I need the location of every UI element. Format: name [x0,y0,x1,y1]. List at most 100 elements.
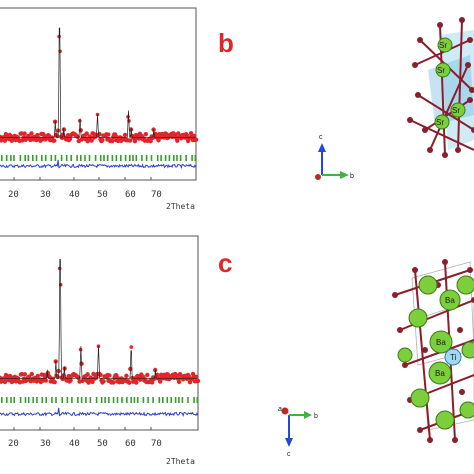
observed-point [85,372,90,377]
observed-point [158,379,163,384]
observed-point [100,137,105,143]
observed-point [41,132,46,137]
tick-label: 40 [69,190,80,200]
diffraction-plot-top: 20 30 40 50 60 70 2Theta [0,7,199,211]
axis-label-b: b [314,413,318,420]
plot-frame-top [0,7,197,181]
observed-point [2,379,8,385]
panel-label-b: b [218,28,234,58]
observed-point [143,132,148,137]
x-axis-title: 2Theta [166,457,195,466]
observed-pattern-bottom [0,259,201,385]
axis-label-a: a [278,406,282,413]
observed-point [127,138,133,143]
atom-label: Sr [437,66,445,75]
observed-point [52,138,57,143]
tick-label: 30 [40,190,51,200]
atom-label: Ba [445,296,455,305]
atom-label: Sr [436,118,444,127]
observed-point [90,379,95,385]
crystal-structure-bottom: Ba Ba Ti Ba [392,259,474,443]
atom-label: Ti [450,353,457,362]
panel-label-c: c [218,248,232,278]
observed-point [29,131,34,136]
observed-point [195,378,201,384]
bragg-ticks-bottom [0,397,199,403]
x-ticks-top [13,177,152,180]
tick-label: 50 [97,439,108,449]
observed-point [35,132,40,138]
tick-label: 70 [151,439,162,449]
atom-label: Sr [452,106,460,115]
tick-label: 60 [125,190,136,200]
tick-label: 60 [125,439,136,449]
atom-label: Sr [439,41,447,50]
observed-point [145,372,150,378]
crystal-axes-top: c b [315,134,354,180]
observed-point [97,131,102,137]
observed-point [156,138,161,143]
observed-point [124,373,129,378]
atom-sr [435,62,451,78]
observed-point [132,139,138,144]
tick-label: 20 [8,439,19,449]
observed-point [122,132,128,138]
observed-point [22,372,28,377]
difference-curve-top [0,159,197,170]
atom-sr [450,102,466,118]
tick-label: 20 [8,190,19,200]
atom-ba [429,330,453,354]
atom-label: Ba [436,338,446,347]
observed-point [107,373,112,378]
bragg-ticks-top [0,155,197,161]
observed-point [94,375,99,380]
tick-label: 70 [151,190,162,200]
atom-ba [428,361,452,385]
calculated-curve [0,27,196,138]
observed-point [68,378,73,383]
axis-label-b: b [350,173,354,180]
atom-sr [437,37,453,53]
diffraction-plot-bottom: 20 30 40 50 60 70 2Theta [0,235,201,466]
tick-label: 40 [69,439,80,449]
observed-point [175,138,180,143]
observed-point [134,380,139,385]
observed-point [52,379,57,385]
observed-pattern-top [0,27,199,144]
observed-point [127,380,132,385]
observed-point [98,372,103,377]
tick-label: 50 [97,190,108,200]
observed-point [2,138,8,143]
observed-point [110,138,115,144]
observed-point [129,345,134,349]
observed-point [43,378,48,383]
x-axis-title: 2Theta [166,202,195,211]
observed-point [29,371,34,377]
atom-ti [444,348,462,366]
observed-point [35,373,40,379]
observed-point [101,379,106,384]
x-ticks-bottom [13,427,152,430]
observed-point [193,137,199,142]
observed-point [148,138,153,144]
crystal-axes-bottom: a b c [278,406,318,458]
calculated-curve [0,259,198,379]
crystal-structure-top: Sr Sr Sr Sr [407,17,474,158]
observed-point [176,379,182,385]
observed-point [111,380,116,385]
observed-point [22,131,27,136]
tick-label: 30 [40,439,51,449]
plot-frame-bottom [0,235,199,431]
axis-label-c: c [319,134,323,141]
observed-point [150,380,155,385]
difference-curve-bottom [0,407,199,418]
atom-ba [439,289,461,311]
observed-point [26,374,32,379]
axis-label-c: c [287,451,291,458]
observed-point [106,132,111,137]
observed-point [84,131,89,136]
observed-point [76,375,81,380]
atom-label: Ba [435,369,445,378]
atom-sr [434,114,450,130]
